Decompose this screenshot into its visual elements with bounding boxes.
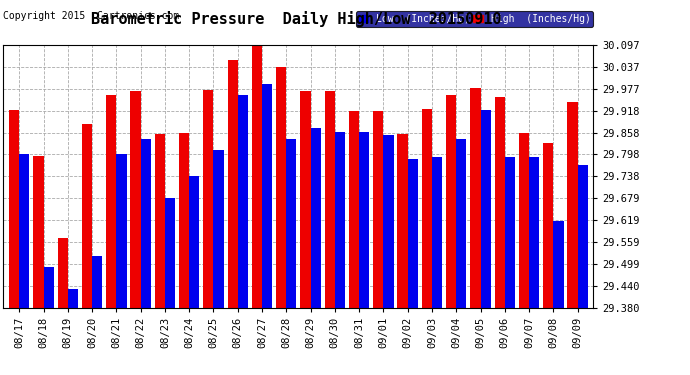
Bar — [519, 132, 529, 308]
Bar — [578, 165, 588, 308]
Bar — [106, 95, 117, 308]
Bar — [179, 132, 189, 308]
Bar — [384, 135, 393, 308]
Bar — [141, 139, 151, 308]
Bar — [432, 158, 442, 308]
Bar — [43, 267, 54, 308]
Bar — [505, 158, 515, 308]
Bar — [130, 92, 141, 308]
Bar — [33, 156, 43, 308]
Bar — [213, 150, 224, 308]
Bar — [57, 238, 68, 308]
Bar — [82, 124, 92, 308]
Bar — [359, 132, 369, 308]
Bar — [310, 128, 321, 308]
Bar — [204, 90, 213, 308]
Bar — [9, 110, 19, 308]
Bar — [276, 67, 286, 308]
Bar — [300, 91, 310, 308]
Text: Barometric Pressure  Daily High/Low  20150910: Barometric Pressure Daily High/Low 20150… — [91, 11, 502, 27]
Bar — [286, 139, 297, 308]
Legend: Low  (Inches/Hg), High  (Inches/Hg): Low (Inches/Hg), High (Inches/Hg) — [356, 11, 593, 27]
Bar — [349, 111, 359, 308]
Bar — [238, 95, 248, 308]
Text: Copyright 2015  Cartronics.com: Copyright 2015 Cartronics.com — [3, 11, 179, 21]
Bar — [471, 88, 480, 308]
Bar — [335, 132, 345, 308]
Bar — [252, 44, 262, 308]
Bar — [262, 84, 272, 308]
Bar — [446, 95, 456, 308]
Bar — [68, 289, 78, 308]
Bar — [19, 154, 30, 308]
Bar — [189, 176, 199, 308]
Bar — [543, 143, 553, 308]
Bar — [495, 97, 505, 308]
Bar — [529, 158, 540, 308]
Bar — [165, 198, 175, 308]
Bar — [228, 60, 238, 308]
Bar — [155, 134, 165, 308]
Bar — [553, 222, 564, 308]
Bar — [324, 92, 335, 308]
Bar — [373, 111, 384, 308]
Bar — [480, 110, 491, 308]
Bar — [408, 159, 418, 308]
Bar — [92, 256, 102, 307]
Bar — [422, 109, 432, 307]
Bar — [567, 102, 578, 308]
Bar — [456, 139, 466, 308]
Bar — [397, 134, 408, 308]
Bar — [117, 154, 126, 308]
